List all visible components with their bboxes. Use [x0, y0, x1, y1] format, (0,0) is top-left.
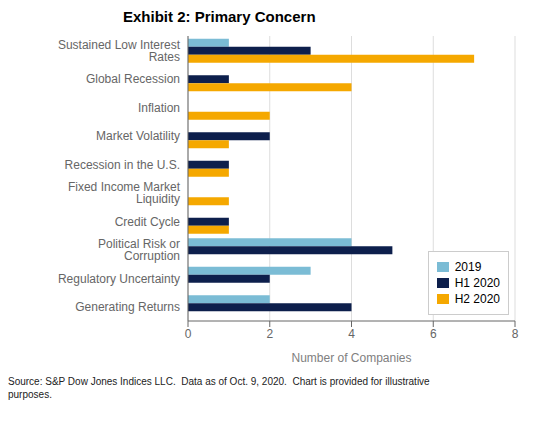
html-text:H1 2020: H1 2020 [454, 276, 500, 290]
svg-text:Inflation: Inflation [138, 101, 180, 115]
svg-text:Global Recession: Global Recession [86, 72, 180, 86]
svg-text:Regulatory Uncertainty: Regulatory Uncertainty [58, 272, 180, 286]
svg-text:Recession in the U.S.: Recession in the U.S. [65, 158, 180, 172]
svg-text:4: 4 [348, 327, 355, 341]
svg-text:8: 8 [512, 327, 519, 341]
svg-text:Market Volatility: Market Volatility [96, 129, 180, 143]
svg-text:0: 0 [185, 327, 192, 341]
svg-text:Political Risk orCorruption: Political Risk orCorruption [98, 237, 180, 263]
svg-text:Fixed Income MarketLiquidity: Fixed Income MarketLiquidity [68, 180, 181, 206]
svg-text:2: 2 [266, 327, 273, 341]
svg-text:Number of Companies: Number of Companies [291, 351, 411, 365]
html-text:Exhibit 2: Primary Concern: Exhibit 2: Primary Concern [123, 8, 316, 25]
html-text:purposes.: purposes. [8, 389, 52, 400]
html-text:Source: S&P Dow Jones Indices: Source: S&P Dow Jones Indices LLC. Data … [8, 376, 430, 387]
html-text:H2 2020: H2 2020 [454, 292, 500, 306]
svg-text:6: 6 [430, 327, 437, 341]
svg-text:Generating Returns: Generating Returns [75, 300, 180, 314]
html-text:2019: 2019 [454, 260, 482, 274]
svg-text:Credit Cycle: Credit Cycle [115, 215, 181, 229]
svg-text:Sustained Low InterestRates: Sustained Low InterestRates [58, 38, 181, 64]
